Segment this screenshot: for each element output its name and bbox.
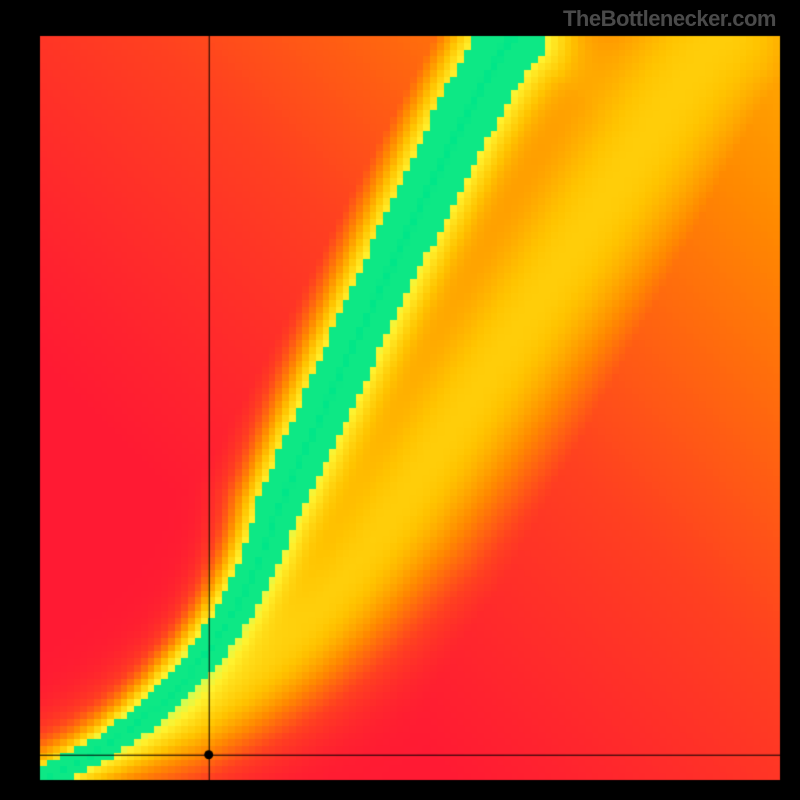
watermark-text: TheBottlenecker.com (563, 6, 776, 32)
chart-container: { "watermark": { "text": "TheBottlenecke… (0, 0, 800, 800)
bottleneck-heatmap-canvas (0, 0, 800, 800)
